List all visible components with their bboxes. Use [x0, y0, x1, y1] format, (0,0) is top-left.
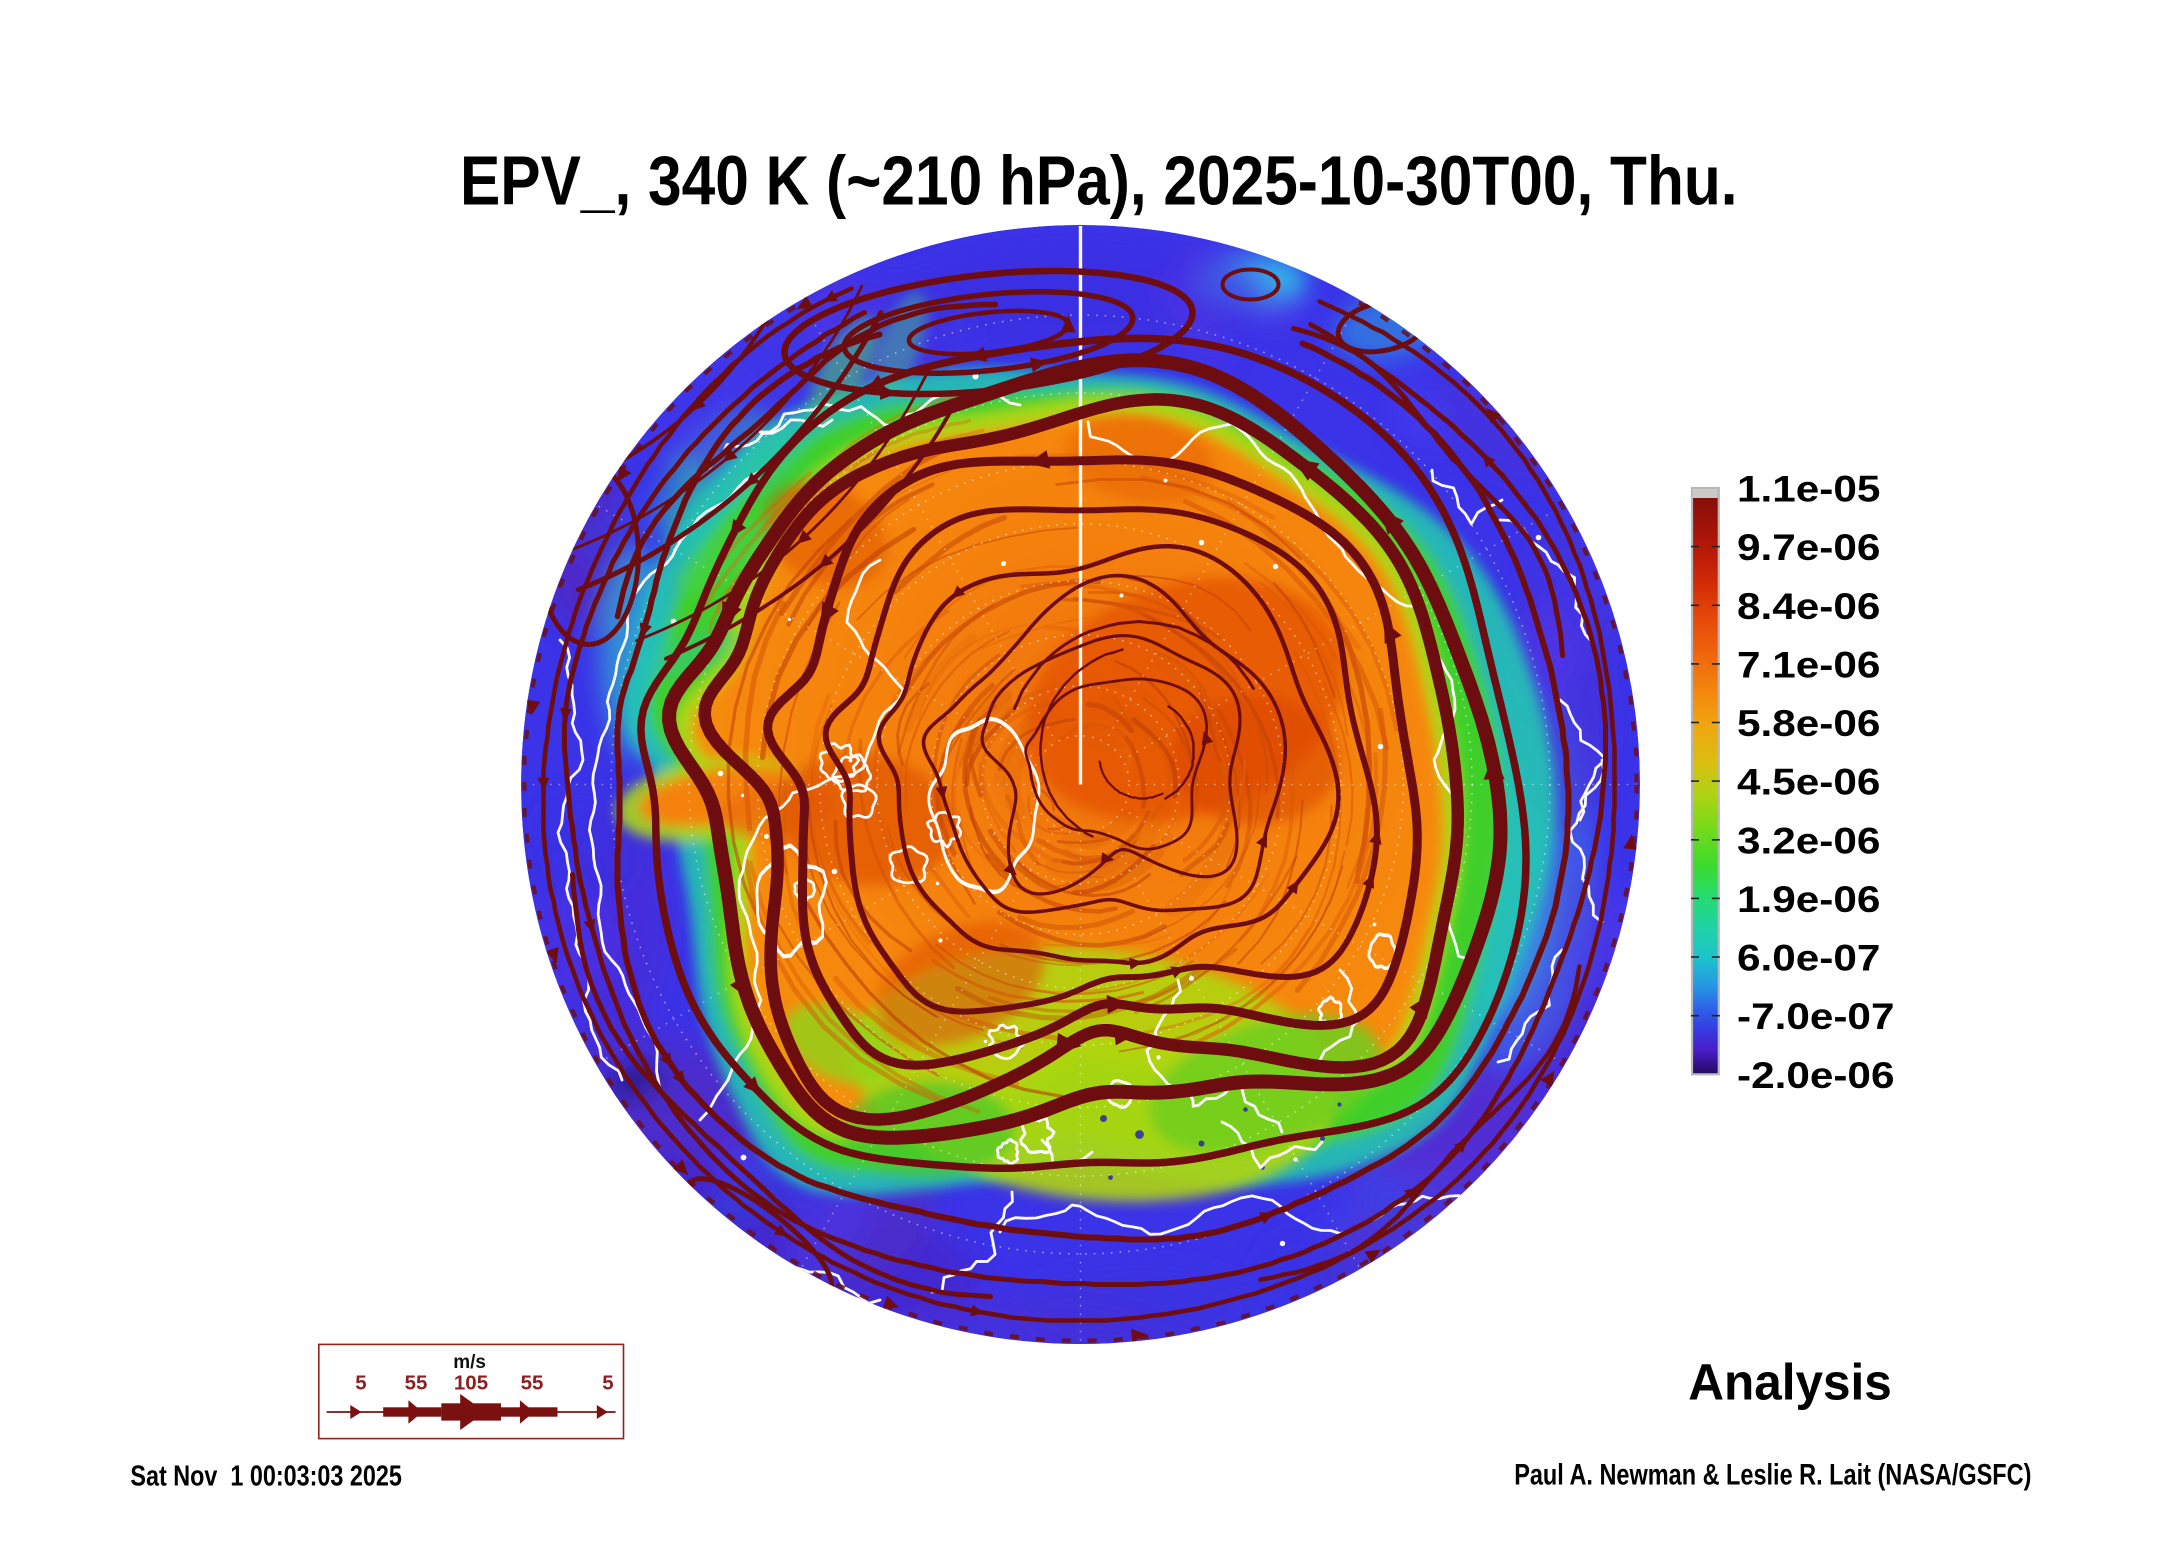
svg-text:55: 55	[405, 1372, 428, 1395]
svg-text:1.1e-05: 1.1e-05	[1737, 469, 1880, 510]
svg-text:EPV_, 340 K (~210 hPa), 2025-1: EPV_, 340 K (~210 hPa), 2025-10-30T00, T…	[460, 141, 1738, 219]
svg-text:-2.0e-06: -2.0e-06	[1737, 1055, 1894, 1096]
svg-text:6.0e-07: 6.0e-07	[1737, 938, 1880, 979]
svg-text:5: 5	[602, 1372, 613, 1395]
svg-text:1.9e-06: 1.9e-06	[1737, 879, 1880, 920]
svg-text:5: 5	[355, 1372, 366, 1395]
svg-text:m/s: m/s	[453, 1352, 486, 1373]
svg-text:55: 55	[521, 1372, 544, 1395]
svg-text:4.5e-06: 4.5e-06	[1737, 762, 1880, 803]
svg-text:105: 105	[454, 1372, 488, 1395]
svg-text:3.2e-06: 3.2e-06	[1737, 821, 1880, 862]
svg-text:5.8e-06: 5.8e-06	[1737, 703, 1880, 744]
svg-text:-7.0e-07: -7.0e-07	[1737, 997, 1894, 1038]
svg-text:9.7e-06: 9.7e-06	[1737, 528, 1880, 569]
svg-text:Paul A. Newman & Leslie R. Lai: Paul A. Newman & Leslie R. Lait (NASA/GS…	[1514, 1458, 2031, 1491]
svg-text:7.1e-06: 7.1e-06	[1737, 645, 1880, 686]
svg-text:8.4e-06: 8.4e-06	[1737, 586, 1880, 627]
svg-text:Sat Nov 1 00:03:03 2025: Sat Nov 1 00:03:03 2025	[130, 1459, 401, 1492]
svg-text:Analysis: Analysis	[1688, 1354, 1892, 1411]
